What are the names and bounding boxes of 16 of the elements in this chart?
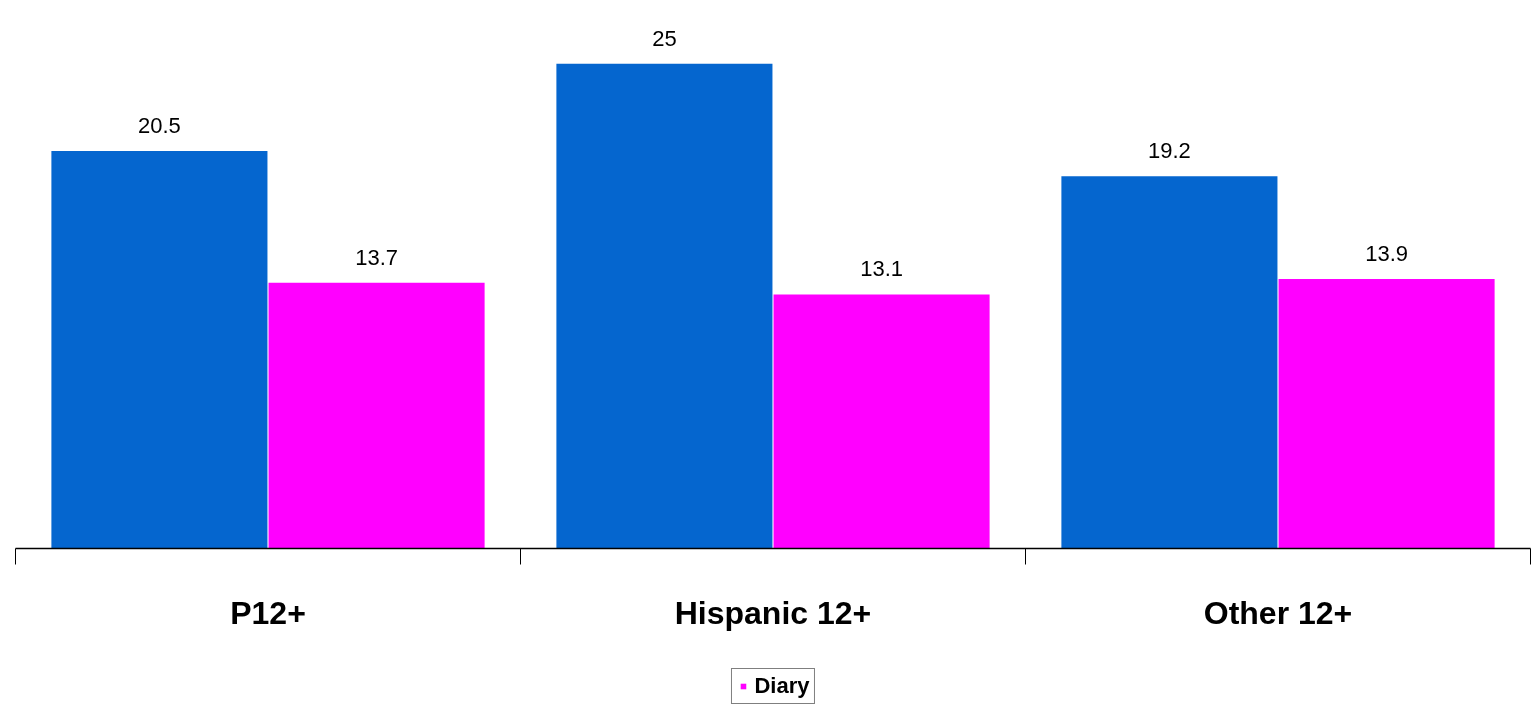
data-label: 19.2 (1148, 138, 1191, 164)
bar (1278, 278, 1495, 549)
x-tick-label: P12+ (230, 594, 306, 631)
data-label: 20.5 (138, 112, 181, 138)
data-label: 13.9 (1365, 240, 1408, 266)
bar (51, 150, 268, 549)
x-tick-label: Other 12+ (1203, 594, 1353, 631)
legend-label: Diary (754, 673, 810, 699)
data-label: 13.1 (860, 256, 903, 282)
x-tick-label: Hispanic 12+ (674, 594, 872, 631)
bar (1061, 176, 1278, 549)
bar (773, 294, 990, 549)
bar (556, 63, 773, 549)
data-label: 25 (652, 25, 677, 51)
data-label: 13.7 (355, 244, 398, 270)
bar (268, 282, 485, 549)
